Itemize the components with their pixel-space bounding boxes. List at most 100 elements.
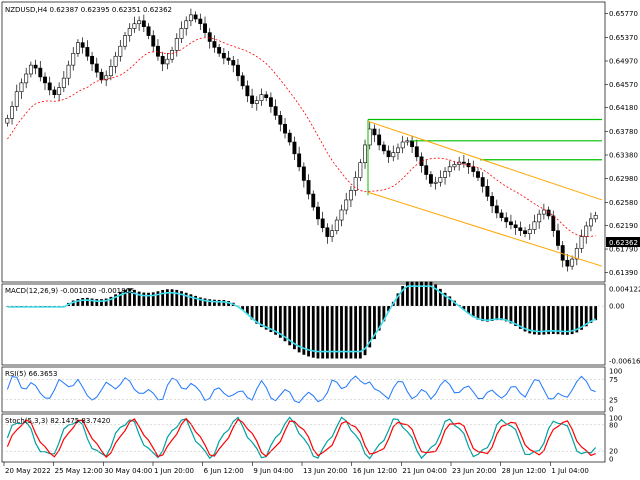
price-axis-label: 0.64970	[609, 57, 638, 65]
candle-body	[466, 162, 471, 168]
rsi-axis-label: 0	[609, 406, 613, 414]
macd-bar	[434, 284, 438, 306]
candle-body	[570, 258, 575, 267]
candle-body	[156, 45, 160, 57]
price-channel	[367, 120, 603, 267]
candle-body	[198, 18, 203, 25]
main-price-panel[interactable]	[1, 1, 606, 283]
price-axis-label: 0.63780	[609, 128, 638, 136]
candle-body	[490, 196, 495, 207]
macd-histogram	[2, 281, 605, 359]
candle-body	[480, 177, 485, 187]
macd-bar	[81, 298, 85, 306]
macd-bar	[123, 289, 127, 306]
macd-bar	[354, 306, 358, 359]
candle-body	[108, 66, 113, 77]
time-axis-label: 30 May 04:00	[104, 467, 152, 475]
candle-body	[532, 221, 537, 230]
macd-bar	[382, 306, 386, 322]
macd-bar	[594, 306, 598, 321]
macd-bar	[438, 288, 442, 306]
macd-bar	[523, 306, 527, 332]
time-axis-label: 1 Jul 04:00	[551, 467, 589, 475]
candle-body	[132, 23, 137, 29]
macd-bar	[401, 286, 405, 306]
macd-bar	[429, 281, 433, 306]
macd-bar	[170, 289, 174, 306]
macd-bar	[283, 306, 287, 342]
candle-body	[104, 75, 109, 81]
candle-body	[546, 209, 551, 217]
macd-bar	[184, 292, 188, 306]
candle-body	[71, 53, 76, 66]
candle-body	[250, 95, 255, 104]
candle-body	[574, 248, 579, 260]
candle-body	[367, 128, 372, 146]
candle-body	[193, 14, 198, 20]
candle-body	[151, 35, 156, 47]
candle-body	[19, 82, 24, 93]
price-axis-label: 0.63380	[609, 152, 638, 160]
rsi-panel[interactable]	[1, 366, 606, 413]
macd-bar	[448, 296, 452, 306]
candle-body	[146, 26, 151, 36]
time-axis-label: 6 Jun 12:00	[204, 467, 244, 475]
candles-group	[5, 8, 598, 272]
candle-body	[90, 55, 95, 65]
candle-body	[212, 41, 217, 48]
candle-body	[513, 224, 518, 229]
candle-body	[316, 206, 320, 220]
candle-body	[127, 28, 132, 36]
macd-bar	[575, 306, 579, 333]
macd-bar	[410, 281, 414, 306]
macd-bar	[109, 296, 113, 306]
macd-bar	[278, 306, 282, 338]
candle-body	[447, 166, 452, 172]
candle-body	[325, 227, 330, 237]
candle-body	[306, 180, 311, 195]
macd-axis-label: 0.004122	[609, 286, 640, 294]
macd-bar	[490, 306, 494, 321]
macd-bar	[137, 291, 141, 306]
macd-bar	[156, 291, 160, 306]
candle-body	[551, 215, 556, 231]
candle-body	[320, 218, 325, 229]
macd-bar	[260, 306, 263, 328]
macd-bar	[467, 306, 470, 314]
candle-body	[236, 64, 240, 77]
channel-lower-line	[367, 191, 603, 267]
macd-bar	[76, 298, 80, 306]
macd-bar	[462, 306, 466, 310]
candle-body	[386, 150, 391, 158]
time-axis-label: 28 Jun 12:00	[502, 467, 546, 475]
candle-body	[527, 229, 532, 234]
time-axis-label: 1 Jun 20:00	[154, 467, 194, 475]
symbol-header: NZDUSD,H4 0.62387 0.62395 0.62351 0.6236…	[5, 6, 172, 14]
price-axis-label: 0.65370	[609, 34, 638, 42]
macd-bar	[288, 306, 292, 346]
macd-bar	[241, 306, 245, 310]
candle-body	[52, 89, 57, 95]
macd-bar	[537, 306, 541, 335]
time-axis-label: 20 May 2022	[5, 467, 51, 475]
candle-body	[330, 230, 335, 237]
macd-bar	[142, 292, 146, 306]
macd-bar	[213, 299, 216, 306]
current-price-tag: 0.62362	[609, 239, 638, 247]
macd-bar	[551, 306, 555, 334]
candle-body	[579, 236, 584, 249]
candle-body	[301, 166, 306, 181]
macd-bar	[363, 306, 367, 356]
candle-body	[556, 230, 560, 246]
macd-bar	[194, 295, 198, 306]
time-axis-label: 13 Jun 20:00	[303, 467, 347, 475]
macd-bar	[198, 297, 202, 306]
candle-body	[452, 164, 457, 168]
candle-body	[10, 106, 15, 119]
macd-bar	[335, 306, 339, 359]
rsi-polyline	[6, 375, 596, 404]
macd-bar	[443, 292, 447, 306]
candle-body	[560, 245, 565, 261]
macd-bar	[476, 306, 480, 320]
